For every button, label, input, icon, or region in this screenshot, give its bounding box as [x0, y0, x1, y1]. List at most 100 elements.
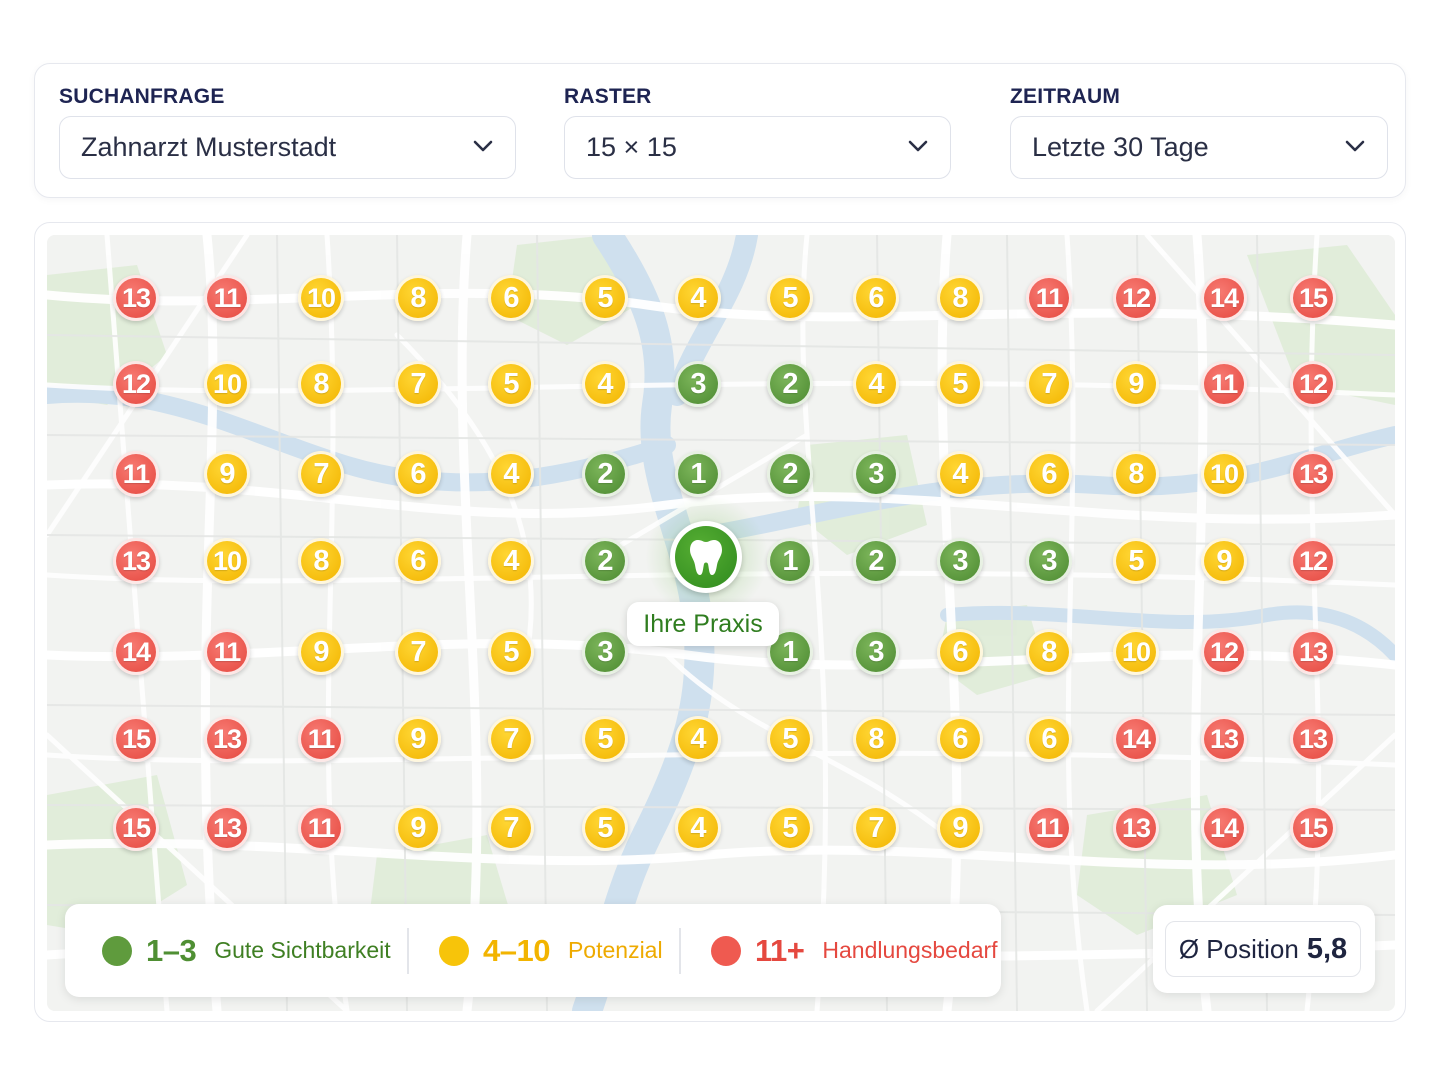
rank-marker[interactable]: 7 — [395, 361, 441, 407]
rank-marker[interactable]: 14 — [1201, 275, 1247, 321]
rank-marker[interactable]: 15 — [1290, 275, 1336, 321]
rank-marker[interactable]: 4 — [937, 451, 983, 497]
rank-marker[interactable]: 12 — [1290, 538, 1336, 584]
rank-marker[interactable]: 11 — [113, 451, 159, 497]
rank-marker[interactable]: 6 — [937, 716, 983, 762]
grid-select[interactable]: 15 × 15 — [564, 116, 951, 179]
rank-marker[interactable]: 9 — [937, 805, 983, 851]
rank-marker[interactable]: 6 — [395, 538, 441, 584]
rank-marker[interactable]: 13 — [1290, 716, 1336, 762]
rank-marker[interactable]: 2 — [582, 451, 628, 497]
rank-marker[interactable]: 15 — [113, 716, 159, 762]
rank-marker[interactable]: 10 — [1201, 451, 1247, 497]
rank-marker[interactable]: 9 — [298, 629, 344, 675]
rank-marker[interactable]: 11 — [1026, 805, 1072, 851]
rank-marker[interactable]: 1 — [767, 538, 813, 584]
rank-marker[interactable]: 13 — [1290, 451, 1336, 497]
rank-marker[interactable]: 5 — [767, 275, 813, 321]
rank-marker[interactable]: 6 — [853, 275, 899, 321]
rank-marker[interactable]: 4 — [488, 538, 534, 584]
rank-marker[interactable]: 9 — [1113, 361, 1159, 407]
rank-marker[interactable]: 4 — [853, 361, 899, 407]
rank-marker[interactable]: 3 — [853, 629, 899, 675]
rank-marker[interactable]: 6 — [1026, 451, 1072, 497]
rank-marker[interactable]: 4 — [675, 275, 721, 321]
rank-marker[interactable]: 8 — [395, 275, 441, 321]
rank-marker[interactable]: 13 — [113, 538, 159, 584]
rank-marker[interactable]: 13 — [204, 805, 250, 851]
query-select[interactable]: Zahnarzt Musterstadt — [59, 116, 516, 179]
rank-marker[interactable]: 10 — [204, 538, 250, 584]
rank-marker[interactable]: 5 — [488, 361, 534, 407]
rank-marker[interactable]: 11 — [1026, 275, 1072, 321]
rank-marker[interactable]: 2 — [853, 538, 899, 584]
rank-marker[interactable]: 3 — [1026, 538, 1072, 584]
period-select[interactable]: Letzte 30 Tage — [1010, 116, 1388, 179]
rank-marker[interactable]: 8 — [298, 361, 344, 407]
rank-marker[interactable]: 13 — [1113, 805, 1159, 851]
rank-marker[interactable]: 12 — [113, 361, 159, 407]
rank-marker[interactable]: 12 — [1113, 275, 1159, 321]
ranking-map[interactable]: 13 11 10 8 6 5 4 5 6 8 11 12 14 15 12 10 8 7 5 4 3 2 4 5 7 9 11 12 1… — [47, 235, 1395, 1011]
rank-marker[interactable]: 3 — [675, 361, 721, 407]
rank-marker[interactable]: 14 — [1201, 805, 1247, 851]
rank-marker[interactable]: 5 — [767, 716, 813, 762]
rank-marker[interactable]: 8 — [937, 275, 983, 321]
rank-marker[interactable]: 9 — [1201, 538, 1247, 584]
rank-marker[interactable]: 3 — [582, 629, 628, 675]
rank-marker[interactable]: 10 — [204, 361, 250, 407]
rank-marker[interactable]: 8 — [853, 716, 899, 762]
rank-marker[interactable]: 4 — [675, 716, 721, 762]
rank-marker[interactable]: 5 — [582, 716, 628, 762]
rank-marker[interactable]: 15 — [113, 805, 159, 851]
rank-marker[interactable]: 7 — [853, 805, 899, 851]
rank-marker[interactable]: 6 — [1026, 716, 1072, 762]
rank-marker[interactable]: 15 — [1290, 805, 1336, 851]
rank-marker[interactable]: 9 — [395, 805, 441, 851]
rank-marker[interactable]: 11 — [204, 629, 250, 675]
rank-marker[interactable]: 5 — [488, 629, 534, 675]
rank-marker[interactable]: 7 — [395, 629, 441, 675]
rank-marker[interactable]: 13 — [1201, 716, 1247, 762]
rank-marker[interactable]: 3 — [853, 451, 899, 497]
rank-marker[interactable]: 7 — [1026, 361, 1072, 407]
rank-marker[interactable]: 11 — [298, 716, 344, 762]
rank-marker[interactable]: 10 — [1113, 629, 1159, 675]
rank-marker[interactable]: 7 — [298, 451, 344, 497]
rank-marker[interactable]: 4 — [675, 805, 721, 851]
rank-marker[interactable]: 14 — [1113, 716, 1159, 762]
rank-marker[interactable]: 11 — [298, 805, 344, 851]
rank-marker[interactable]: 12 — [1290, 361, 1336, 407]
rank-marker[interactable]: 7 — [488, 716, 534, 762]
rank-marker[interactable]: 1 — [675, 451, 721, 497]
rank-marker[interactable]: 5 — [582, 805, 628, 851]
rank-marker[interactable]: 10 — [298, 275, 344, 321]
rank-marker[interactable]: 6 — [488, 275, 534, 321]
rank-marker[interactable]: 6 — [937, 629, 983, 675]
rank-marker[interactable]: 3 — [937, 538, 983, 584]
rank-marker[interactable]: 12 — [1201, 629, 1247, 675]
rank-marker[interactable]: 9 — [395, 716, 441, 762]
rank-marker[interactable]: 8 — [298, 538, 344, 584]
rank-marker[interactable]: 9 — [204, 451, 250, 497]
rank-marker[interactable]: 6 — [395, 451, 441, 497]
rank-marker[interactable]: 8 — [1026, 629, 1072, 675]
rank-marker[interactable]: 13 — [1290, 629, 1336, 675]
rank-marker[interactable]: 4 — [488, 451, 534, 497]
rank-marker[interactable]: 7 — [488, 805, 534, 851]
rank-marker[interactable]: 5 — [582, 275, 628, 321]
rank-marker[interactable]: 2 — [767, 451, 813, 497]
rank-marker[interactable]: 13 — [204, 716, 250, 762]
rank-marker[interactable]: 13 — [113, 275, 159, 321]
rank-marker[interactable]: 11 — [1201, 361, 1247, 407]
rank-marker[interactable]: 5 — [1113, 538, 1159, 584]
rank-marker[interactable]: 2 — [582, 538, 628, 584]
practice-pin[interactable] — [670, 521, 742, 593]
rank-marker[interactable]: 11 — [204, 275, 250, 321]
rank-marker[interactable]: 4 — [582, 361, 628, 407]
rank-marker[interactable]: 5 — [937, 361, 983, 407]
rank-marker[interactable]: 2 — [767, 361, 813, 407]
rank-marker[interactable]: 8 — [1113, 451, 1159, 497]
rank-marker[interactable]: 14 — [113, 629, 159, 675]
rank-marker[interactable]: 5 — [767, 805, 813, 851]
